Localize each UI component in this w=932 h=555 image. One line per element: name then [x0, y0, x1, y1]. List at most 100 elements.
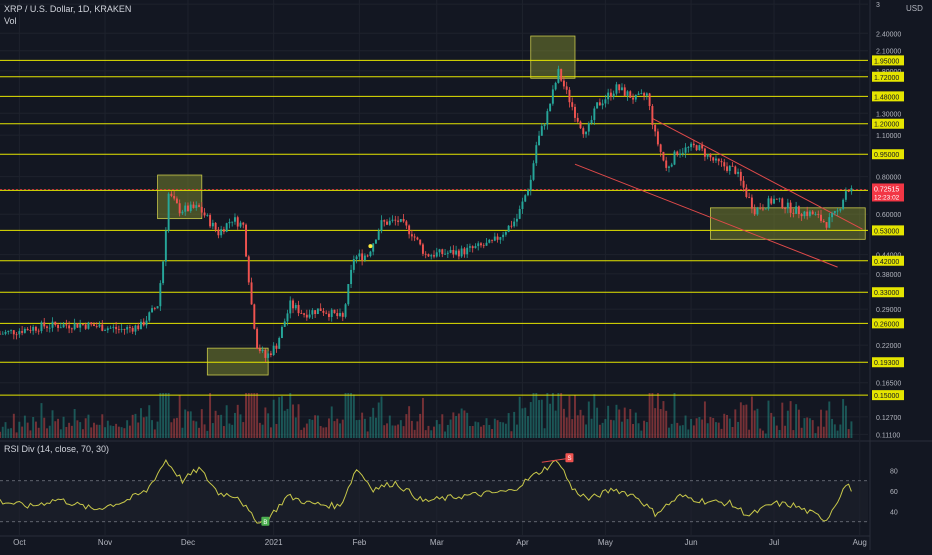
candle-body — [184, 205, 187, 212]
candle-body — [10, 330, 13, 332]
volume-bar — [770, 412, 773, 438]
candle-body — [289, 300, 292, 314]
candle-body — [305, 314, 308, 318]
candle-body — [499, 237, 502, 240]
x-tick-label: Dec — [181, 538, 195, 547]
candle-body — [131, 327, 134, 332]
candle-body — [18, 331, 21, 335]
volume-bar — [538, 400, 541, 438]
volume-bar — [189, 411, 192, 438]
candle-body — [419, 239, 422, 245]
volume-bar — [203, 424, 206, 438]
y-tick-label: 0.38000 — [876, 272, 901, 279]
rsi-marker-label: S — [567, 456, 571, 462]
x-tick-label: May — [598, 538, 613, 547]
volume-bar — [795, 404, 798, 438]
candle-body — [98, 324, 101, 327]
candle-body — [560, 68, 563, 81]
volume-bar — [560, 393, 563, 438]
candle-body — [330, 309, 333, 317]
candle-body — [350, 269, 353, 285]
volume-bar — [90, 427, 93, 438]
candle-body — [239, 222, 242, 227]
volume-bar — [612, 420, 615, 438]
volume-bar — [300, 429, 303, 438]
volume-bar — [703, 401, 706, 438]
candle-body — [37, 330, 40, 332]
candle-body — [778, 198, 781, 200]
volume-bar — [261, 424, 264, 438]
level-tag — [872, 318, 904, 329]
candle-body — [515, 218, 518, 222]
volume-bar — [140, 408, 142, 438]
candle-body — [413, 236, 416, 238]
candle-body — [32, 326, 35, 331]
volume-bar — [344, 393, 347, 438]
y-tick-label: 0.80000 — [876, 175, 901, 182]
volume-bar — [629, 409, 632, 438]
candle-body — [844, 191, 847, 200]
candle-body — [684, 147, 687, 153]
volume-bar — [57, 418, 60, 438]
candle-body — [189, 204, 192, 212]
volume-bar — [839, 424, 842, 438]
volume-bar — [659, 409, 662, 438]
candle-body — [662, 151, 665, 161]
candle-body — [410, 234, 413, 237]
x-tick-label: Apr — [516, 538, 529, 547]
candle-body — [319, 308, 322, 311]
volume-bar — [126, 420, 129, 438]
candle-body — [408, 225, 411, 235]
candle-body — [828, 217, 831, 228]
volume-bar — [283, 410, 286, 438]
candle-body — [151, 308, 154, 313]
candle-body — [565, 86, 568, 90]
volume-bar — [43, 417, 46, 438]
candle-body — [637, 93, 640, 95]
candle-body — [198, 205, 200, 207]
volume-bar — [496, 420, 499, 438]
volume-bar — [831, 418, 834, 438]
candle-body — [698, 145, 701, 151]
current-price-label: 0.72515 — [874, 186, 899, 193]
rsi-divergence-line — [541, 457, 570, 463]
volume-bar — [463, 410, 466, 438]
candle-body — [585, 131, 588, 135]
volume-bar — [822, 426, 825, 438]
volume-bar — [181, 427, 184, 438]
volume-bar — [604, 419, 607, 438]
volume-bar — [582, 415, 585, 438]
candle-body — [34, 326, 37, 331]
volume-bar — [222, 426, 225, 438]
candle-body — [726, 166, 728, 171]
candle-body — [668, 166, 670, 168]
volume-bar — [532, 393, 535, 438]
volume-bar — [333, 421, 336, 438]
volume-bar — [239, 414, 242, 438]
candle-body — [209, 215, 212, 227]
volume-bar — [173, 418, 176, 438]
candle-body — [109, 327, 112, 329]
candle-body — [23, 328, 26, 333]
volume-bar — [712, 417, 715, 438]
volume-bar — [726, 415, 728, 438]
y-tick-label: 0.29000 — [876, 307, 901, 314]
candle-body — [623, 87, 626, 96]
candle-body — [806, 211, 809, 216]
candle-body — [341, 313, 344, 317]
level-tag-label: 0.33000 — [874, 290, 899, 297]
volume-bar — [723, 413, 726, 438]
volume-bar — [681, 425, 684, 438]
candle-body — [81, 324, 84, 325]
symbol-title: XRP / U.S. Dollar, 1D, KRAKEN — [4, 4, 132, 14]
rsi-bull-marker — [261, 516, 270, 526]
candle-body — [728, 165, 731, 171]
volume-bar — [493, 418, 496, 438]
volume-bar — [250, 393, 253, 438]
candle-body — [84, 324, 87, 329]
candle-body — [427, 254, 430, 257]
candle-body — [336, 313, 339, 317]
level-tag-label: 0.26000 — [874, 321, 899, 328]
